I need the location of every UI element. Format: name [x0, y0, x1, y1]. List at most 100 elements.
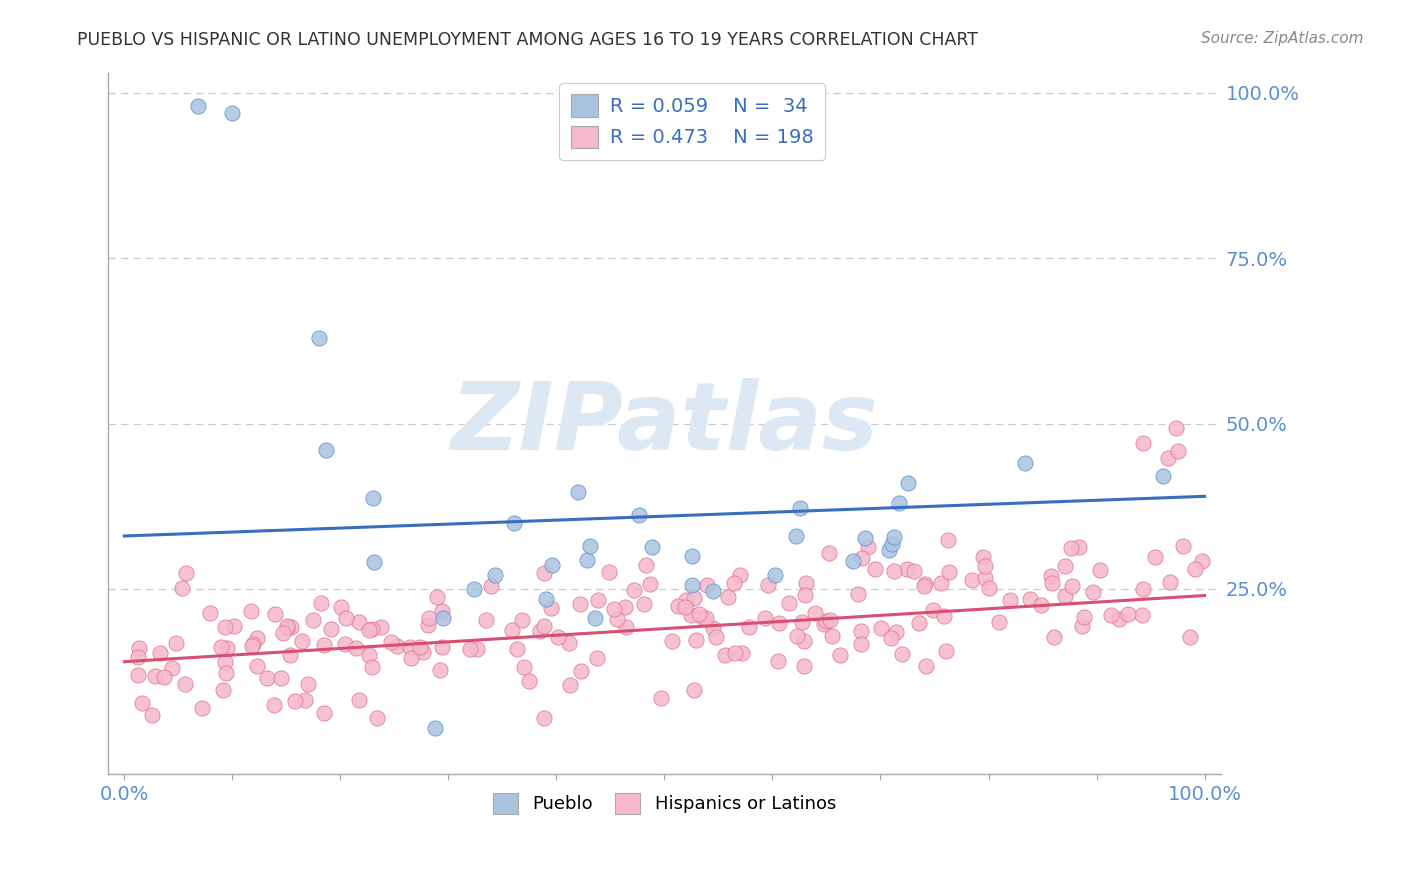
- Point: [256, 671, 278, 685]
- Point: [1152, 469, 1174, 483]
- Point: [849, 637, 872, 651]
- Point: [628, 508, 651, 522]
- Point: [271, 626, 294, 640]
- Point: [683, 683, 706, 698]
- Point: [1073, 610, 1095, 624]
- Point: [501, 623, 523, 637]
- Point: [880, 631, 903, 645]
- Point: [276, 621, 298, 635]
- Point: [696, 578, 718, 592]
- Point: [681, 608, 703, 623]
- Point: [240, 640, 263, 654]
- Point: [1167, 444, 1189, 458]
- Point: [319, 622, 342, 636]
- Point: [681, 549, 703, 563]
- Point: [702, 621, 724, 635]
- Point: [529, 624, 551, 638]
- Point: [974, 559, 997, 574]
- Point: [567, 484, 589, 499]
- Point: [1178, 630, 1201, 644]
- Point: [869, 621, 891, 635]
- Point: [634, 558, 657, 572]
- Point: [280, 620, 302, 634]
- Point: [363, 555, 385, 569]
- Point: [1132, 436, 1154, 450]
- Point: [786, 629, 808, 643]
- Point: [174, 677, 197, 691]
- Point: [803, 606, 825, 620]
- Point: [614, 620, 637, 634]
- Point: [1099, 607, 1122, 622]
- Point: [692, 611, 714, 625]
- Point: [1132, 582, 1154, 597]
- Point: [479, 579, 502, 593]
- Point: [314, 638, 336, 652]
- Point: [882, 537, 904, 551]
- Point: [333, 637, 356, 651]
- Point: [215, 666, 238, 681]
- Point: [465, 642, 488, 657]
- Point: [209, 640, 232, 654]
- Point: [641, 541, 664, 555]
- Point: [794, 588, 817, 602]
- Point: [359, 623, 381, 637]
- Point: [877, 543, 900, 558]
- Point: [141, 708, 163, 723]
- Text: ZIPatlas: ZIPatlas: [450, 377, 879, 469]
- Point: [361, 491, 384, 505]
- Point: [935, 644, 957, 658]
- Point: [1039, 569, 1062, 583]
- Point: [723, 576, 745, 591]
- Point: [914, 577, 936, 591]
- Point: [239, 604, 262, 618]
- Point: [291, 633, 314, 648]
- Point: [408, 640, 430, 655]
- Point: [429, 663, 451, 677]
- Point: [1116, 607, 1139, 622]
- Point: [848, 587, 870, 601]
- Point: [1081, 585, 1104, 599]
- Point: [778, 596, 800, 610]
- Point: [432, 611, 454, 625]
- Point: [792, 615, 814, 629]
- Point: [817, 546, 839, 560]
- Point: [349, 615, 371, 629]
- Point: [284, 694, 307, 708]
- Point: [513, 660, 536, 674]
- Point: [263, 698, 285, 712]
- Point: [1191, 554, 1213, 568]
- Point: [569, 597, 592, 611]
- Point: [517, 674, 540, 689]
- Point: [598, 565, 620, 579]
- Point: [432, 640, 454, 655]
- Point: [191, 701, 214, 715]
- Point: [222, 619, 245, 633]
- Point: [863, 562, 886, 576]
- Point: [897, 476, 920, 491]
- Point: [423, 721, 446, 735]
- Point: [547, 630, 569, 644]
- Point: [728, 568, 751, 582]
- Point: [785, 529, 807, 543]
- Point: [768, 615, 790, 630]
- Point: [683, 591, 706, 605]
- Point: [1157, 451, 1180, 466]
- Point: [152, 670, 174, 684]
- Point: [214, 656, 236, 670]
- Point: [793, 658, 815, 673]
- Point: [127, 668, 149, 682]
- Point: [754, 610, 776, 624]
- Point: [416, 618, 439, 632]
- Point: [418, 611, 440, 625]
- Point: [475, 614, 498, 628]
- Point: [758, 578, 780, 592]
- Point: [315, 442, 337, 457]
- Point: [908, 616, 931, 631]
- Point: [176, 566, 198, 581]
- Point: [633, 597, 655, 611]
- Point: [1019, 591, 1042, 606]
- Point: [370, 619, 392, 633]
- Point: [1014, 456, 1036, 470]
- Point: [314, 706, 336, 720]
- Point: [921, 602, 943, 616]
